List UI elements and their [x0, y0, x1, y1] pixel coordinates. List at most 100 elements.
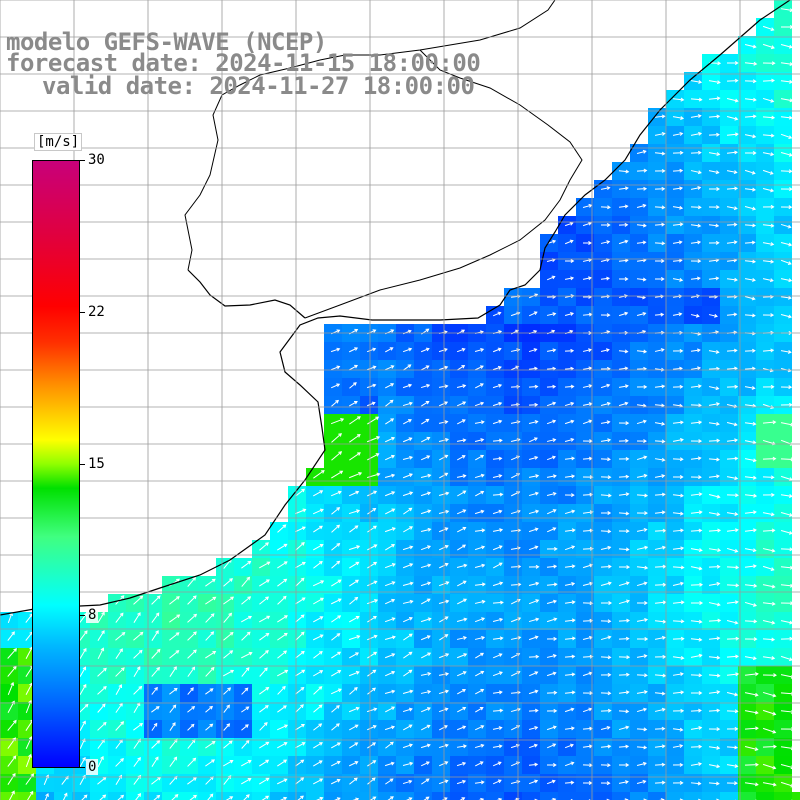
wind-arrow-head [376, 472, 381, 477]
wind-arrow [331, 615, 341, 623]
wind-arrow-head [661, 510, 666, 515]
wind-arrow-head [354, 400, 358, 405]
wind-arrow-head [552, 671, 557, 676]
wind-arrow [474, 474, 484, 479]
wind-arrow [295, 577, 305, 587]
wind-arrow [295, 562, 306, 569]
wind-arrow-head [571, 600, 576, 605]
wind-arrow-head [355, 615, 360, 620]
wind-arrow [313, 742, 323, 749]
wind-arrow [259, 705, 269, 713]
wind-arrow [474, 600, 485, 604]
wind-arrow-head [734, 186, 739, 191]
wind-arrow [421, 418, 429, 425]
wind-arrow [726, 692, 738, 696]
wind-arrow-head [247, 560, 252, 565]
wind-arrow-head [300, 614, 305, 619]
wind-arrow-head [265, 632, 270, 637]
uruguay-border [184, 0, 556, 271]
wind-arrow [421, 401, 430, 407]
wind-arrow [151, 723, 158, 731]
wind-arrow-head [445, 491, 450, 496]
wind-arrow [79, 613, 88, 623]
wind-arrow-head [156, 794, 161, 799]
wind-arrow-head [716, 402, 720, 406]
wind-arrow [672, 206, 683, 209]
wind-cell [108, 792, 126, 800]
wind-arrow [636, 762, 647, 766]
wind-arrow-head [571, 474, 576, 479]
wind-arrow [510, 510, 521, 515]
wind-arrow-head [751, 240, 756, 245]
wind-arrow-head [608, 601, 613, 605]
wind-arrow-head [570, 493, 575, 498]
wind-arrow-head [678, 258, 683, 263]
wind-arrow [726, 133, 738, 136]
wind-arrow-head [229, 578, 233, 582]
wind-arrow [151, 630, 159, 641]
wind-arrow [295, 488, 305, 497]
wind-arrow-head [533, 743, 538, 748]
wind-arrow-head [230, 596, 235, 601]
wind-arrow [636, 619, 648, 622]
wind-arrow-head [266, 615, 271, 620]
wind-arrow [726, 601, 738, 604]
wind-arrow [384, 762, 394, 767]
wind-arrow [348, 472, 362, 479]
wind-arrow-head [320, 597, 324, 602]
wind-arrow-head [588, 240, 592, 245]
wind-arrow-head [209, 723, 214, 728]
wind-arrow [387, 796, 394, 800]
wind-arrow-head [571, 654, 576, 659]
wind-arrow-head [697, 366, 702, 371]
wind-arrow [331, 651, 341, 659]
wind-arrow [618, 674, 629, 676]
wind-arrow [366, 725, 377, 731]
wind-arrow-head [697, 114, 702, 119]
wind-arrow [456, 762, 466, 767]
wind-arrow-head [698, 439, 703, 444]
wind-cell [792, 792, 800, 800]
wind-arrow-head [373, 561, 378, 566]
wind-arrow [618, 312, 628, 317]
wind-arrow-head [266, 579, 270, 583]
wind-arrow [133, 757, 141, 767]
wind-arrow-head [680, 493, 684, 498]
wind-arrow-head [462, 401, 467, 405]
wind-arrow [564, 708, 574, 713]
wind-arrow-head [245, 667, 250, 671]
wind-arrow-head [570, 726, 575, 731]
wind-arrow-head [571, 636, 576, 641]
wind-arrow-head [408, 669, 413, 674]
wind-arrow-head [480, 473, 485, 478]
wind-arrow [366, 384, 376, 389]
wind-arrow [420, 690, 431, 694]
wind-arrow [349, 401, 358, 407]
wind-arrow [744, 115, 756, 118]
wind-arrow-head [497, 365, 502, 370]
wind-arrow-head [698, 691, 703, 696]
wind-arrow-head [698, 420, 703, 425]
wind-arrow-head [137, 612, 141, 616]
wind-arrow-head [391, 598, 396, 603]
wind-arrow-head [265, 686, 270, 691]
wind-arrow [708, 386, 719, 390]
wind-arrow-head [445, 689, 450, 694]
wind-arrow [313, 704, 323, 713]
wind-arrow-head [408, 616, 413, 621]
wind-arrow [492, 745, 502, 748]
wind-arrow-head [679, 222, 684, 227]
wind-arrow [546, 527, 556, 533]
wind-arrow [672, 98, 684, 101]
wind-arrow [313, 597, 324, 605]
wind-arrow [366, 708, 377, 713]
wind-arrow-head [319, 543, 324, 548]
wind-arrow-head [373, 634, 378, 639]
wind-arrow [564, 420, 574, 425]
wind-arrow-head [534, 635, 539, 640]
wind-arrow-head [372, 383, 377, 388]
wind-arrow [510, 636, 521, 640]
river-plate-coastline [187, 269, 306, 319]
wind-arrow [8, 791, 15, 800]
